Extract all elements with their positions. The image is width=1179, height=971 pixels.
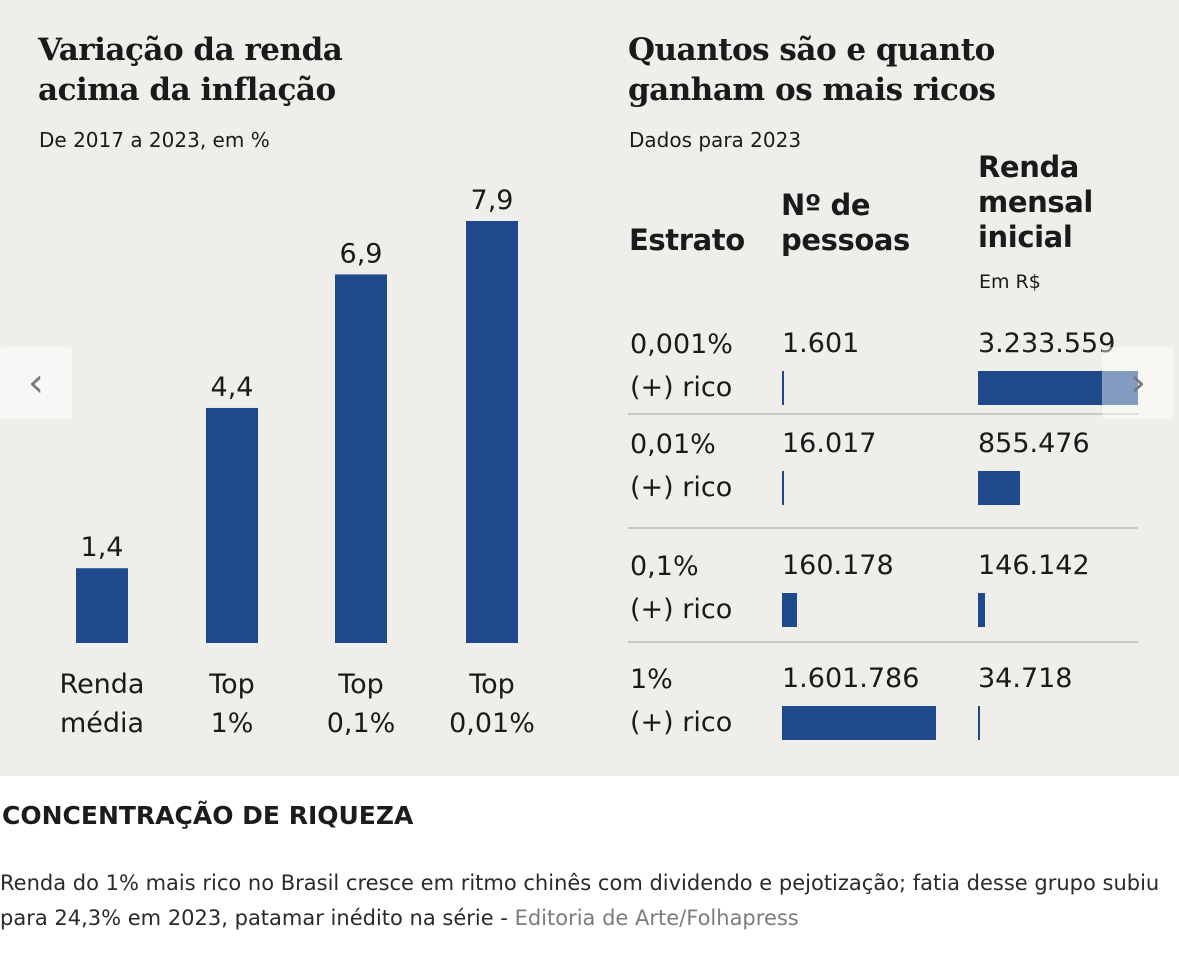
people-value: 1.601.786	[782, 663, 920, 694]
bar	[335, 274, 387, 643]
row-divider	[628, 413, 1138, 415]
people-bar	[782, 371, 784, 405]
income-bar	[978, 593, 986, 627]
caption-credit: Editoria de Arte/Folhapress	[514, 906, 799, 930]
category-label: 0,1%	[327, 708, 396, 739]
stratum-label-line: (+) rico	[630, 707, 733, 738]
table-title-line: ganham os mais ricos	[628, 72, 996, 108]
people-value: 16.017	[782, 428, 877, 459]
bar-value-label: 1,4	[81, 532, 124, 563]
caption-body: Renda do 1% mais rico no Brasil cresce e…	[0, 866, 1176, 936]
stratum-label-line: 0,1%	[630, 551, 699, 582]
category-label: 1%	[211, 708, 254, 739]
caption-title: CONCENTRAÇÃO DE RIQUEZA	[2, 801, 414, 830]
column-header-line: Renda	[978, 150, 1079, 184]
column-header-line: pessoas	[781, 223, 910, 257]
category-label: Top	[468, 669, 515, 700]
infographic: Variação da renda acima da inflação De 2…	[0, 0, 1179, 776]
column-header-line: Estrato	[629, 223, 745, 257]
bar-value-label: 6,9	[340, 238, 383, 269]
bar	[206, 407, 258, 643]
category-label: média	[60, 708, 144, 739]
bar	[76, 568, 128, 643]
people-bar	[782, 471, 784, 505]
stratum-label-line: 0,01%	[630, 429, 716, 460]
people-value: 1.601	[782, 328, 860, 359]
carousel-next-button[interactable]: ›	[1102, 347, 1174, 419]
stratum-label: 0,01% (+) rico	[630, 423, 770, 509]
row-divider	[628, 527, 1138, 529]
column-header-income: Renda mensal inicial	[978, 150, 1093, 255]
chevron-right-icon: ›	[1130, 360, 1146, 406]
stratum-label: 0,001% (+) rico	[630, 323, 770, 409]
bar-chart-title-line: acima da inflação	[38, 72, 336, 108]
income-unit: Em R$	[979, 271, 1041, 293]
income-bar	[978, 371, 1138, 405]
bar	[466, 221, 518, 643]
stratum-label-line: 1%	[630, 664, 673, 695]
column-header-people: Nº de pessoas	[781, 188, 910, 258]
people-value: 160.178	[782, 550, 894, 581]
income-value: 3.233.559	[978, 328, 1116, 359]
bar-chart-title-line: Variação da renda	[38, 32, 343, 68]
category-label: Top	[337, 669, 384, 700]
income-value: 146.142	[978, 550, 1090, 581]
income-value: 34.718	[978, 663, 1073, 694]
people-bar	[782, 593, 798, 627]
income-bar	[978, 706, 980, 740]
stratum-label: 1% (+) rico	[630, 658, 770, 744]
stratum-label-line: 0,001%	[630, 329, 733, 360]
stratum-label-line: (+) rico	[630, 372, 733, 403]
income-bar	[978, 471, 1021, 505]
column-header-line: Nº de	[781, 188, 871, 222]
table-title: Quantos são e quanto ganham os mais rico…	[628, 30, 996, 110]
bar-value-label: 4,4	[211, 372, 254, 403]
category-label: Renda	[60, 669, 145, 700]
category-label: 0,01%	[449, 708, 535, 739]
category-label: Top	[208, 669, 255, 700]
bar-chart-title: Variação da renda acima da inflação	[38, 30, 343, 110]
stratum-label-line: (+) rico	[630, 472, 733, 503]
table-title-line: Quantos são e quanto	[628, 32, 995, 68]
people-bar	[782, 706, 936, 740]
caption-text: Renda do 1% mais rico no Brasil cresce e…	[0, 871, 1160, 930]
column-header-stratum: Estrato	[629, 223, 745, 258]
stratum-label-line: (+) rico	[630, 594, 733, 625]
column-header-line: mensal	[978, 185, 1093, 219]
row-divider	[628, 641, 1138, 643]
bar-value-label: 7,9	[471, 185, 514, 216]
bar-chart-subtitle: De 2017 a 2023, em %	[39, 128, 270, 152]
income-value: 855.476	[978, 428, 1090, 459]
stratum-label: 0,1% (+) rico	[630, 545, 770, 631]
column-header-line: inicial	[978, 220, 1073, 254]
table-subtitle: Dados para 2023	[629, 128, 802, 152]
carousel-prev-button[interactable]: ‹	[0, 347, 72, 419]
chevron-left-icon: ‹	[28, 360, 44, 406]
bar-chart: 1,4 Renda média 4,4 Top 1% 6,9 Top 0,1% 7,9 Top 0,0…	[60, 185, 535, 739]
